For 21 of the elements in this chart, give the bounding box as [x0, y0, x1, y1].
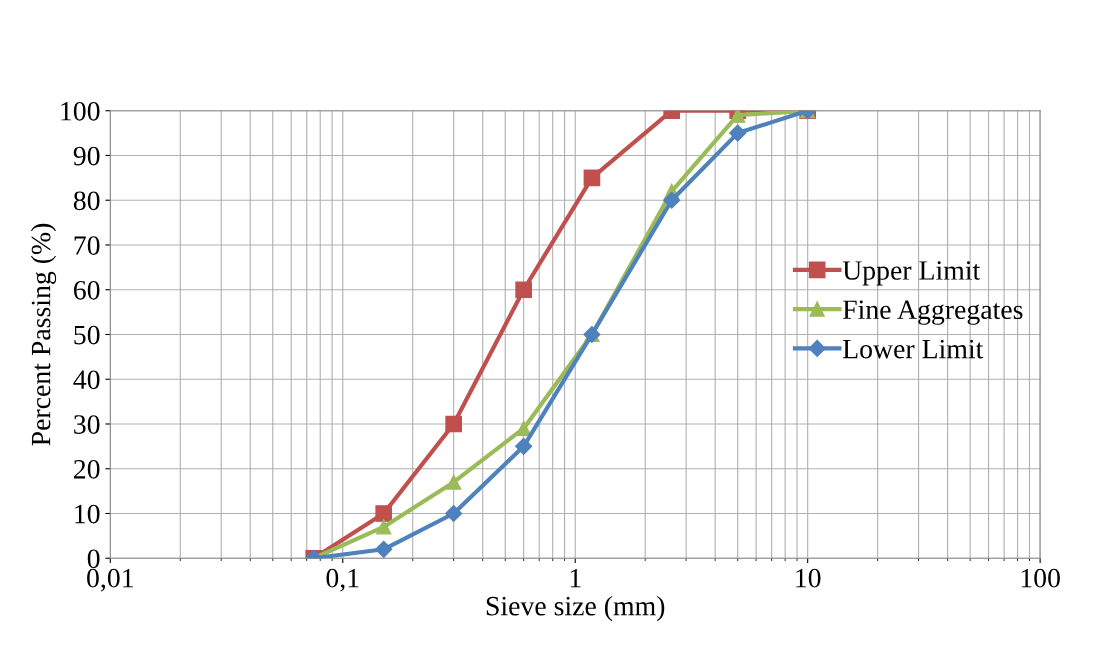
x-tick-label: 0,01 [87, 568, 133, 592]
y-tick-label: 30 [74, 415, 100, 434]
legend-label: Upper Limit [842, 261, 981, 286]
y-tick-label: 50 [74, 325, 100, 345]
x-tick-label: 1 [570, 568, 581, 588]
y-tick-label: 90 [73, 146, 100, 166]
x-axis-title: Sieve size (mm) [486, 595, 665, 622]
y-tick-label: 0 [87, 549, 100, 569]
y-tick-label: 80 [73, 191, 100, 211]
y-tick-label: 100 [61, 101, 100, 121]
x-tick-label: 0,1 [326, 568, 359, 592]
x-tick-label: 100 [1021, 568, 1060, 588]
y-tick-label: 70 [74, 236, 100, 255]
legend-label: Fine Aggregates [842, 300, 1023, 325]
x-tick-label: 10 [796, 568, 821, 588]
y-tick-label: 60 [73, 280, 100, 300]
y-tick-label: 10 [75, 504, 100, 524]
y-axis-title: Percent Passing (%) [30, 223, 57, 446]
y-tick-label: 40 [73, 370, 100, 390]
legend-label: Lower Limit [842, 339, 984, 359]
y-tick-label: 20 [74, 459, 100, 479]
